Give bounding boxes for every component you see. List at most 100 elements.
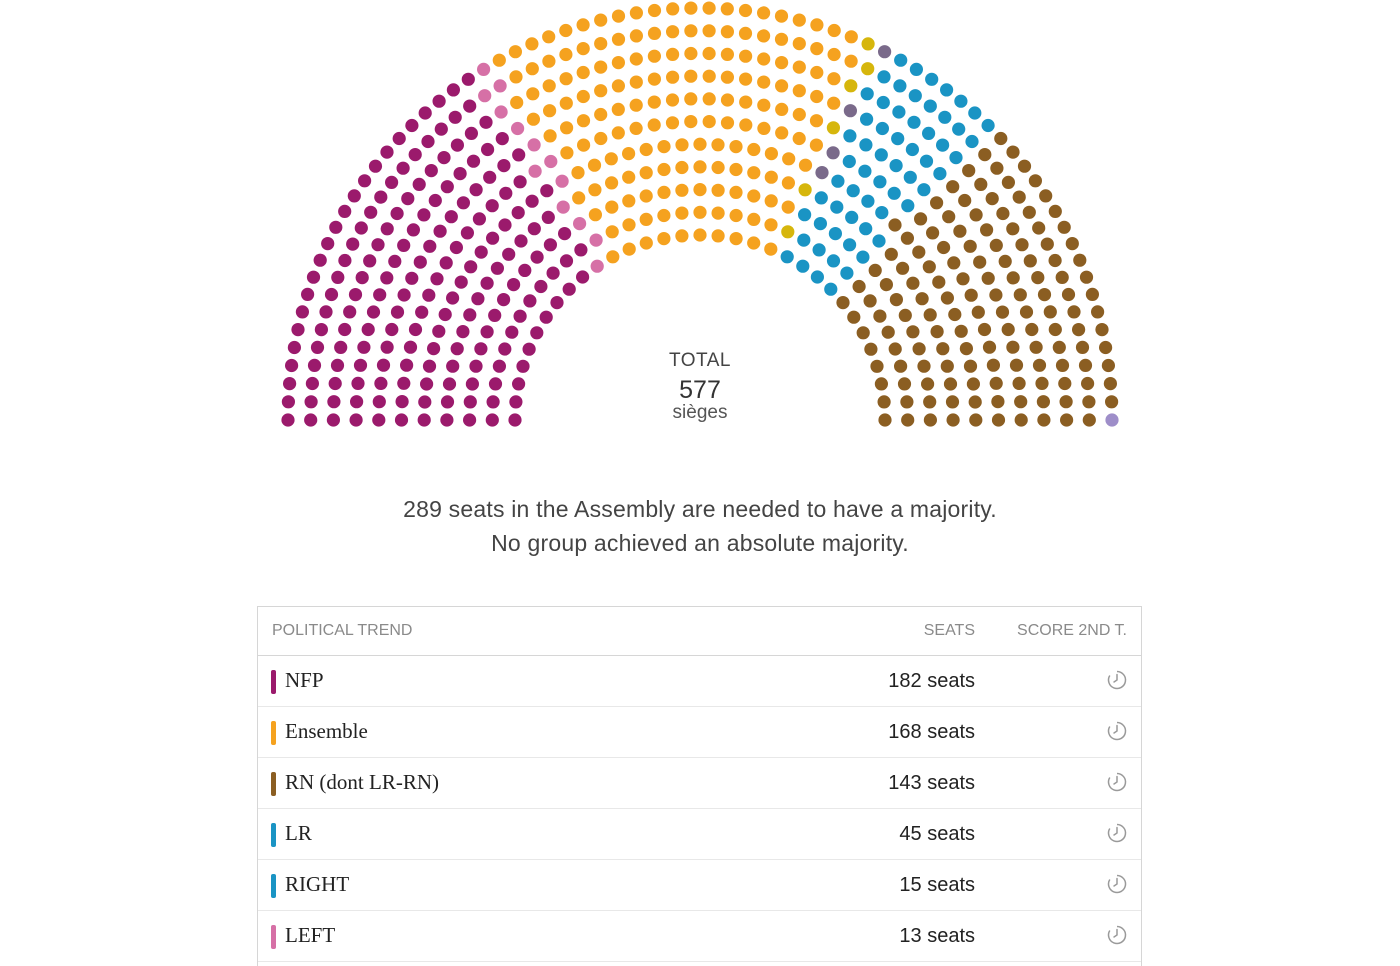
total-value: 577 bbox=[679, 376, 721, 404]
seat-dot bbox=[912, 245, 926, 259]
seat-dot bbox=[1001, 175, 1016, 189]
seat-dot bbox=[684, 115, 698, 129]
seat-dot bbox=[304, 395, 318, 409]
seat-dot bbox=[875, 121, 890, 136]
seat-dot bbox=[675, 160, 689, 175]
seat-dot bbox=[994, 131, 1008, 146]
seat-dot bbox=[319, 305, 333, 319]
seat-dot bbox=[702, 69, 716, 83]
seat-dot bbox=[937, 240, 951, 255]
seat-dot bbox=[930, 196, 944, 210]
seat-dot bbox=[1082, 395, 1096, 409]
seat-dot bbox=[485, 199, 499, 213]
seat-dot bbox=[684, 24, 698, 38]
seat-dot bbox=[1067, 305, 1081, 319]
table-row[interactable]: NFP 182 seats bbox=[258, 656, 1141, 707]
seat-dot bbox=[915, 292, 929, 306]
seat-dot bbox=[874, 148, 888, 162]
seat-dot bbox=[326, 413, 340, 427]
seat-dot bbox=[873, 309, 887, 323]
seat-dot bbox=[954, 324, 968, 338]
seat-dot bbox=[394, 413, 409, 427]
seat-dot bbox=[488, 377, 503, 391]
clock-icon[interactable] bbox=[1106, 822, 1128, 844]
seat-dot bbox=[385, 322, 399, 337]
table-row[interactable]: RN (dont LR-RN) 143 seats bbox=[258, 758, 1141, 809]
seat-dot bbox=[405, 118, 419, 133]
seat-dot bbox=[380, 271, 394, 285]
seat-dot bbox=[347, 189, 361, 203]
seat-dot bbox=[430, 272, 444, 286]
seat-dot bbox=[505, 325, 519, 339]
seat-dot bbox=[792, 84, 806, 98]
seat-dot bbox=[480, 276, 494, 290]
seat-dot bbox=[933, 167, 947, 181]
seat-dot bbox=[485, 413, 499, 427]
seat-dot bbox=[306, 270, 321, 284]
seat-dot bbox=[948, 307, 962, 322]
seat-dot bbox=[490, 261, 504, 275]
seat-dot bbox=[840, 266, 854, 280]
seat-dot bbox=[346, 237, 360, 251]
seat-dot bbox=[792, 37, 806, 51]
seat-dot bbox=[395, 395, 409, 409]
seat-dot bbox=[338, 253, 352, 268]
seat-dot bbox=[629, 52, 643, 66]
seat-dot bbox=[1095, 323, 1109, 337]
seat-dot bbox=[774, 32, 789, 46]
seat-dot bbox=[433, 224, 447, 238]
seat-dot bbox=[711, 206, 725, 220]
seat-dot bbox=[889, 293, 904, 307]
seat-dot bbox=[446, 359, 460, 373]
seat-dot bbox=[1048, 204, 1062, 218]
seat-dot bbox=[474, 342, 488, 356]
seat-dot bbox=[981, 118, 995, 133]
seat-dot bbox=[815, 166, 829, 180]
seat-dot bbox=[481, 142, 495, 157]
seat-dot bbox=[905, 142, 920, 157]
seat-dot bbox=[542, 54, 556, 68]
seat-dot bbox=[1073, 253, 1087, 267]
table-row[interactable]: RIGHT 15 seats bbox=[258, 860, 1141, 911]
seat-dot bbox=[860, 112, 874, 126]
seat-dot bbox=[684, 46, 698, 61]
seat-dot bbox=[639, 212, 653, 226]
seat-dot bbox=[747, 142, 761, 157]
seat-dot bbox=[1029, 340, 1043, 354]
seat-dot bbox=[1006, 222, 1020, 236]
seat-dot bbox=[827, 72, 841, 86]
seat-dot bbox=[418, 106, 432, 120]
total-unit: sièges bbox=[672, 402, 728, 423]
table-row[interactable]: Ensemble 168 seats bbox=[258, 707, 1141, 758]
seat-dot bbox=[969, 413, 983, 427]
seat-dot bbox=[437, 151, 451, 165]
seat-dot bbox=[606, 250, 620, 264]
table-row[interactable]: LR 45 seats bbox=[258, 809, 1141, 860]
seat-dot bbox=[863, 294, 877, 308]
seat-dot bbox=[666, 70, 680, 84]
seat-dot bbox=[361, 322, 375, 337]
seat-dot bbox=[963, 359, 978, 373]
seat-dot bbox=[1013, 288, 1027, 302]
seat-dot bbox=[1006, 145, 1020, 159]
seat-dot bbox=[287, 340, 301, 355]
seat-dot bbox=[925, 72, 939, 86]
seat-dot bbox=[711, 160, 725, 175]
clock-icon[interactable] bbox=[1106, 771, 1128, 793]
clock-icon[interactable] bbox=[1106, 924, 1128, 946]
clock-icon[interactable] bbox=[1106, 720, 1128, 742]
seat-dot bbox=[464, 260, 478, 274]
clock-icon[interactable] bbox=[1106, 669, 1128, 691]
seat-dot bbox=[1028, 174, 1042, 188]
seat-dot bbox=[844, 79, 858, 93]
seat-dot bbox=[893, 79, 907, 93]
seat-dot bbox=[1075, 340, 1090, 354]
seat-dot bbox=[412, 177, 426, 191]
seat-dot bbox=[440, 413, 454, 427]
table-row[interactable]: LEFT 13 seats bbox=[258, 911, 1141, 962]
seat-dot bbox=[798, 158, 813, 172]
seat-dot bbox=[887, 186, 901, 200]
seat-dot bbox=[798, 208, 812, 222]
seat-dot bbox=[844, 54, 858, 68]
clock-icon[interactable] bbox=[1106, 873, 1128, 895]
